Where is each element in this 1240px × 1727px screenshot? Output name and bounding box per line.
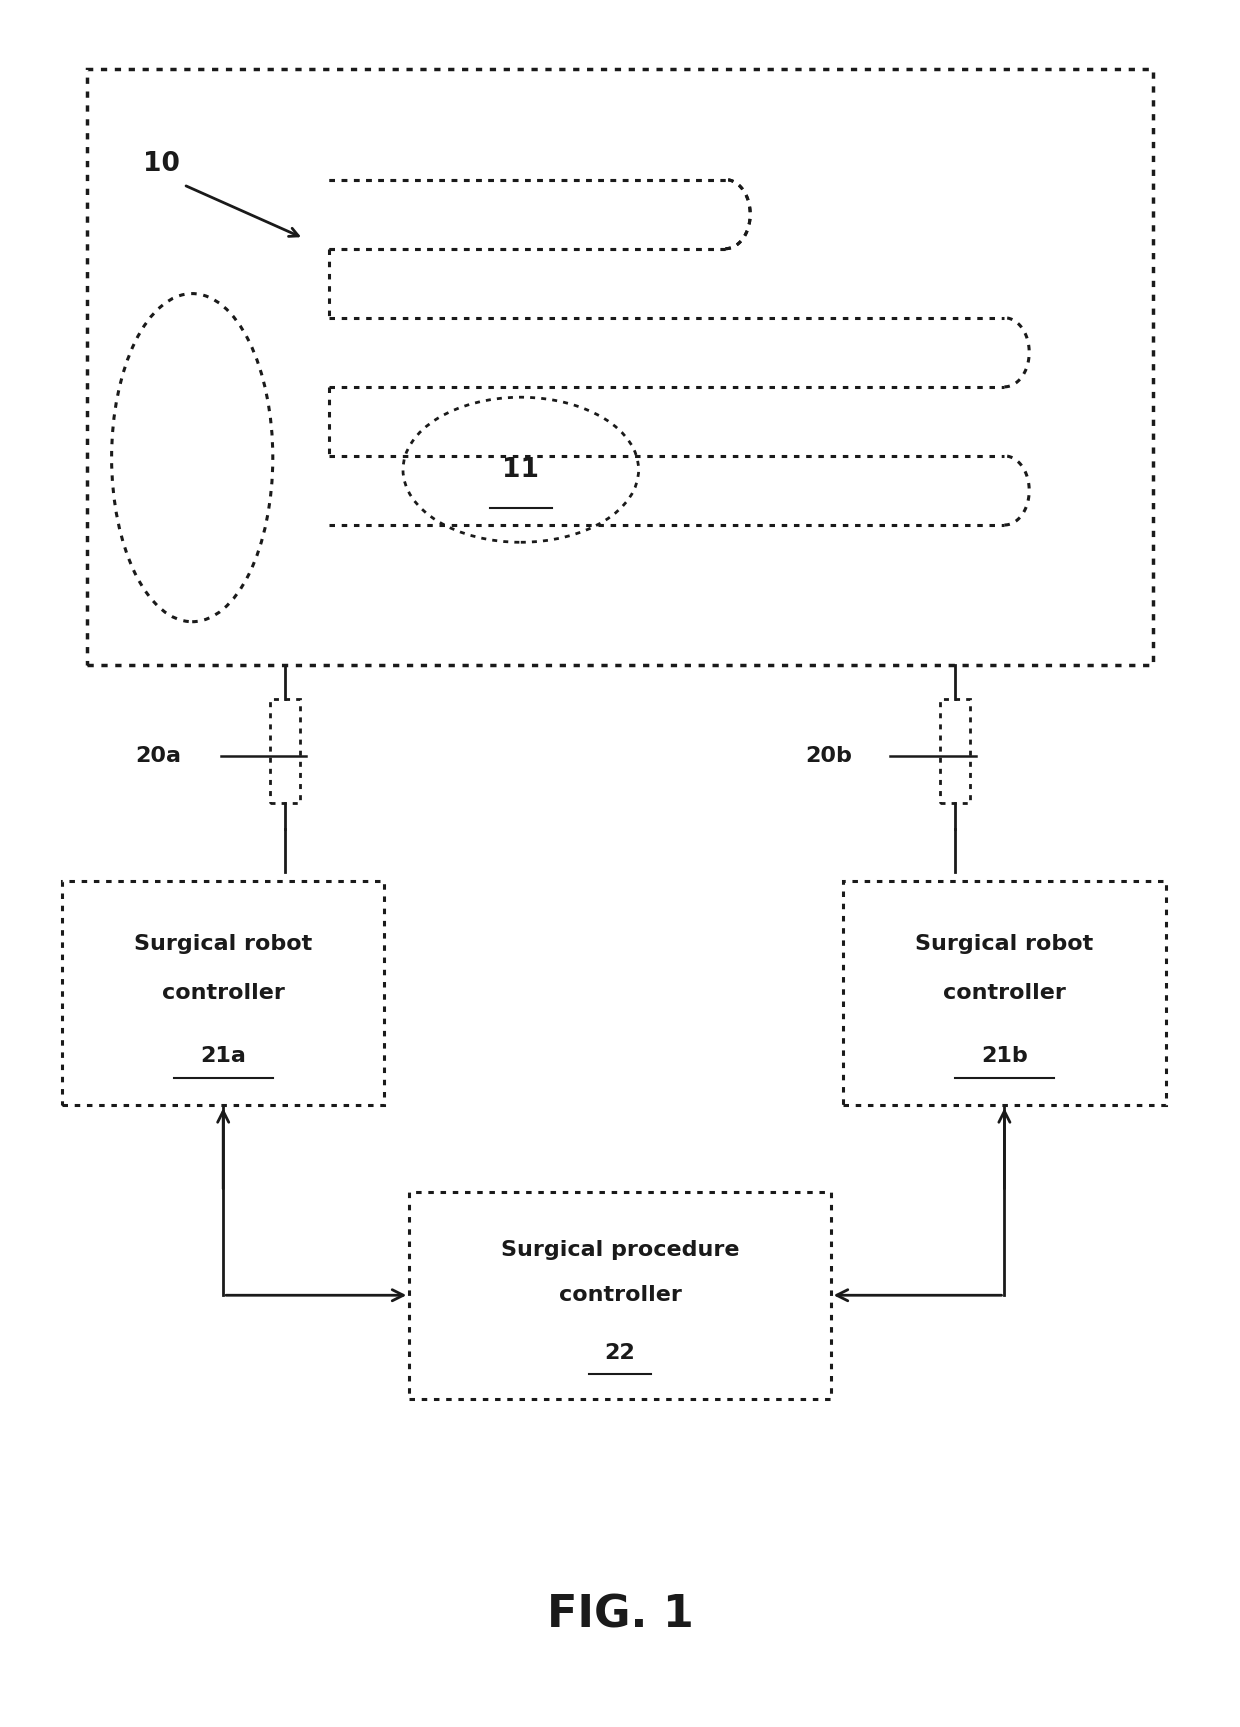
Text: 22: 22 — [605, 1344, 635, 1363]
Text: 20a: 20a — [135, 746, 182, 767]
Text: 20b: 20b — [805, 746, 852, 767]
Text: controller: controller — [558, 1285, 682, 1306]
Text: Surgical procedure: Surgical procedure — [501, 1240, 739, 1259]
Text: 21a: 21a — [201, 1047, 246, 1066]
Text: Surgical robot: Surgical robot — [134, 934, 312, 953]
Bar — [843, 881, 1166, 1105]
Text: controller: controller — [161, 983, 285, 1003]
Text: 11: 11 — [502, 456, 539, 484]
Text: 21b: 21b — [981, 1047, 1028, 1066]
Bar — [409, 1192, 831, 1399]
Bar — [87, 69, 1153, 665]
Text: controller: controller — [942, 983, 1066, 1003]
Text: FIG. 1: FIG. 1 — [547, 1594, 693, 1635]
Bar — [940, 699, 970, 803]
Text: Surgical robot: Surgical robot — [915, 934, 1094, 953]
Ellipse shape — [403, 397, 639, 542]
Text: 10: 10 — [143, 150, 180, 178]
Bar — [270, 699, 300, 803]
Bar — [62, 881, 384, 1105]
Ellipse shape — [112, 294, 273, 622]
